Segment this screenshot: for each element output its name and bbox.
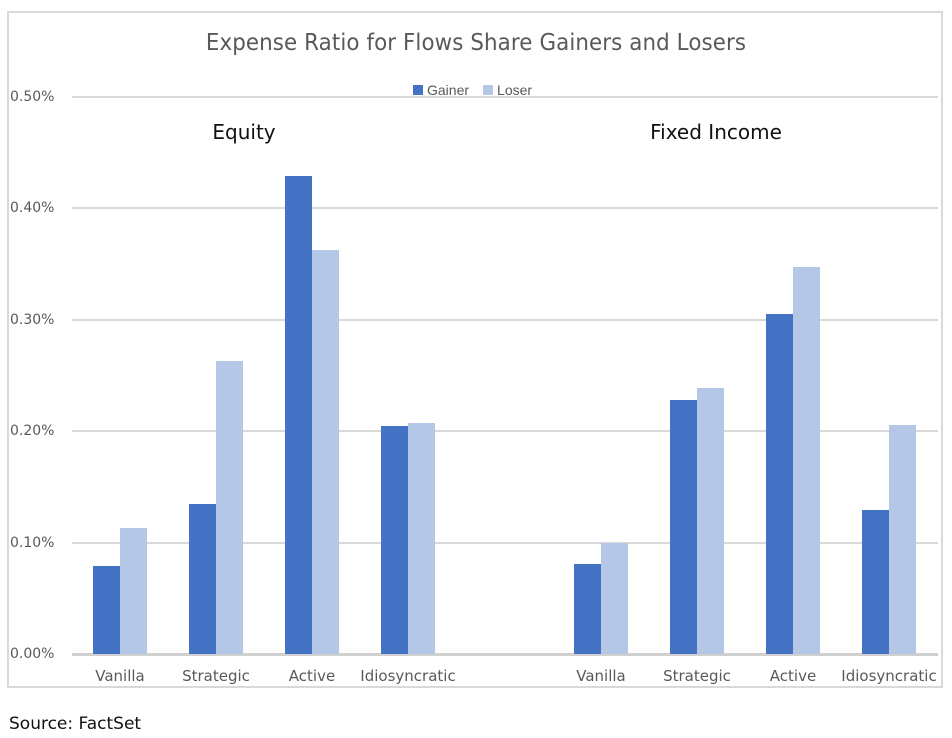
y-tick-label: 0.30% (10, 311, 55, 328)
bar-fixed-income-active-loser[interactable] (793, 267, 820, 654)
x-tick-label: Strategic (663, 667, 731, 685)
group-heading-fixed-income: Fixed Income (650, 120, 782, 144)
bar-equity-vanilla-loser[interactable] (120, 528, 147, 654)
bar-equity-idiosyncratic-loser[interactable] (408, 423, 435, 654)
bar-fixed-income-idiosyncratic-loser[interactable] (889, 424, 916, 654)
x-tick-label: Idiosyncratic (841, 667, 937, 685)
bar-fixed-income-strategic-loser[interactable] (697, 387, 724, 654)
gridline (72, 430, 938, 433)
y-tick-label: 0.00% (10, 646, 55, 662)
gridline (72, 96, 938, 98)
group-heading-equity: Equity (212, 120, 276, 144)
y-tick-label: 0.50% (10, 89, 55, 105)
bar-fixed-income-vanilla-loser[interactable] (601, 542, 628, 654)
bar-equity-active-loser[interactable] (312, 249, 339, 654)
x-tick-label: Vanilla (95, 667, 145, 685)
bar-fixed-income-vanilla-gainer[interactable] (574, 563, 601, 654)
bar-equity-idiosyncratic-gainer[interactable] (381, 425, 408, 654)
y-tick-label: 0.20% (10, 423, 55, 440)
source-note: Source: FactSet (9, 714, 142, 734)
legend-swatch-loser-icon (483, 85, 494, 95)
gridline (72, 541, 938, 544)
legend-item-gainer[interactable]: Gainer (413, 82, 469, 98)
bar-fixed-income-active-gainer[interactable] (766, 314, 793, 654)
chart-legend: Gainer Loser (413, 82, 546, 98)
x-tick-label: Active (769, 667, 817, 685)
x-tick-label: Strategic (182, 667, 250, 685)
legend-label-gainer: Gainer (427, 82, 470, 98)
legend-swatch-gainer-icon (413, 85, 423, 95)
bar-fixed-income-idiosyncratic-gainer[interactable] (862, 510, 889, 654)
chart-title: Expense Ratio for Flows Share Gainers an… (205, 30, 747, 56)
x-tick-label: Idiosyncratic (360, 667, 456, 685)
x-tick-label: Active (288, 667, 336, 685)
gridline (72, 207, 938, 210)
bar-equity-vanilla-gainer[interactable] (93, 565, 120, 654)
x-tick-label: Vanilla (576, 667, 626, 685)
gridline (72, 318, 938, 321)
y-tick-label: 0.40% (10, 200, 55, 217)
bar-fixed-income-strategic-gainer[interactable] (670, 400, 697, 654)
legend-label-loser: Loser (497, 82, 533, 98)
x-axis-line (72, 653, 938, 656)
y-tick-label: 0.10% (10, 534, 55, 551)
bar-equity-strategic-loser[interactable] (216, 361, 243, 654)
legend-item-loser[interactable]: Loser (483, 82, 532, 98)
bar-equity-active-gainer[interactable] (285, 176, 312, 654)
bar-equity-strategic-gainer[interactable] (189, 503, 216, 654)
